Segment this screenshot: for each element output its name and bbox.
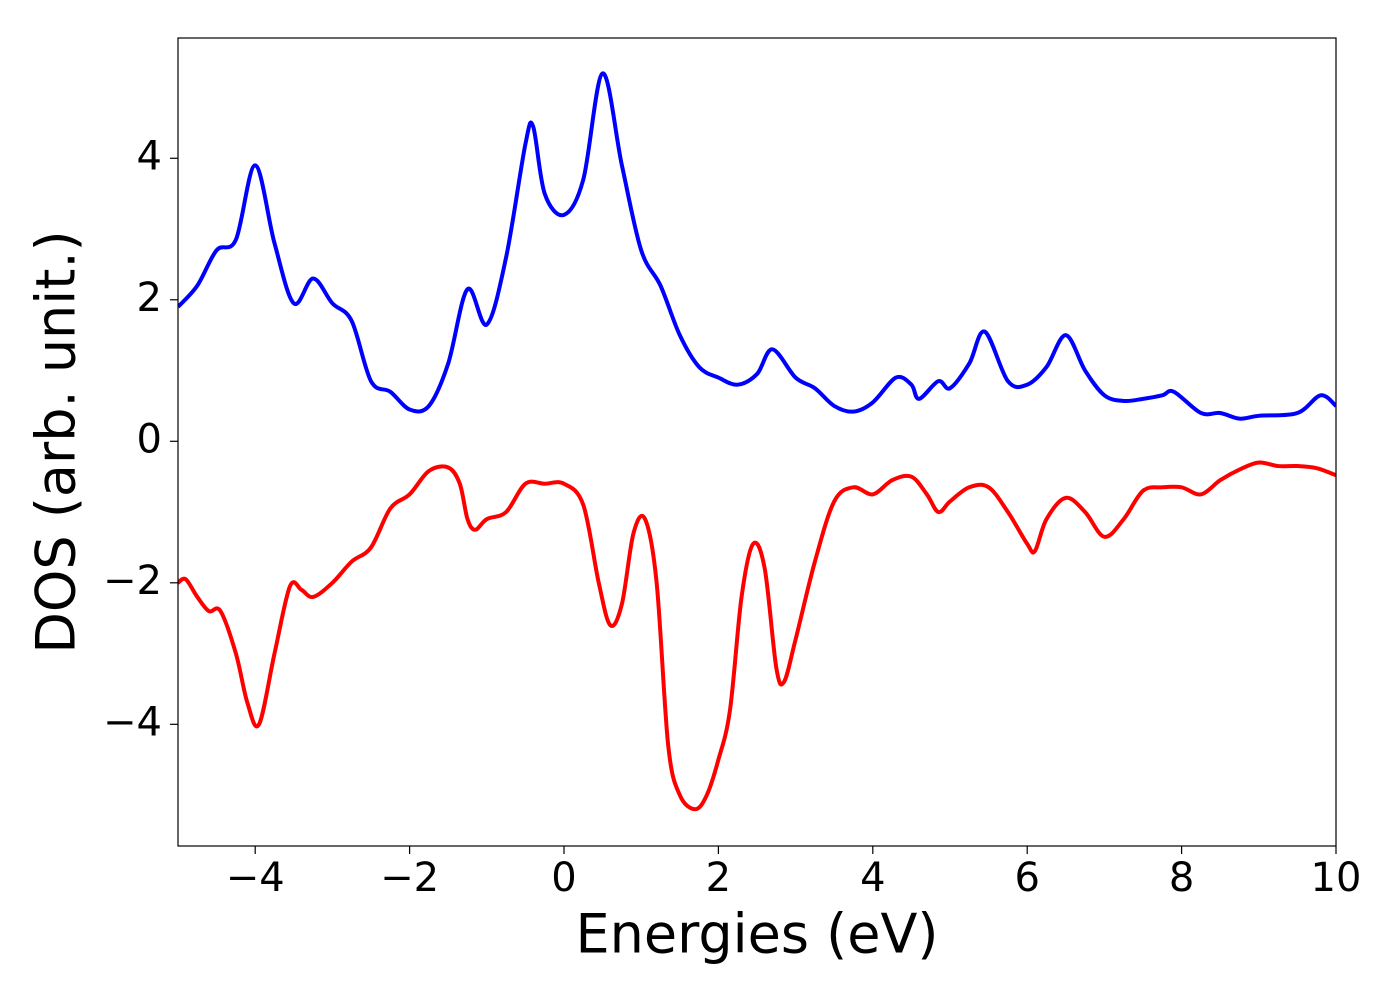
x-tick-label: 4 — [860, 855, 885, 901]
x-tick-label: 8 — [1169, 855, 1194, 901]
x-tick-label: 10 — [1311, 855, 1362, 901]
y-tick-label: −4 — [103, 699, 162, 745]
plot-frame — [177, 37, 1337, 847]
plot-area — [178, 71, 1336, 812]
y-tick-label: 0 — [137, 416, 162, 462]
y-tick-label: 2 — [137, 275, 162, 321]
x-tick-label: 6 — [1014, 855, 1039, 901]
line-series — [178, 460, 1336, 812]
x-tick-label: 0 — [551, 855, 576, 901]
y-tick-label: −2 — [103, 558, 162, 604]
x-tick-label: −4 — [226, 855, 285, 901]
line-series — [178, 71, 1336, 421]
y-axis-label: DOS (arb. unit.) — [25, 230, 88, 653]
y-tick-label: 4 — [137, 133, 162, 179]
x-tick-label: 2 — [706, 855, 731, 901]
x-tick-label: −2 — [380, 855, 439, 901]
x-axis-label: Energies (eV) — [576, 903, 939, 966]
